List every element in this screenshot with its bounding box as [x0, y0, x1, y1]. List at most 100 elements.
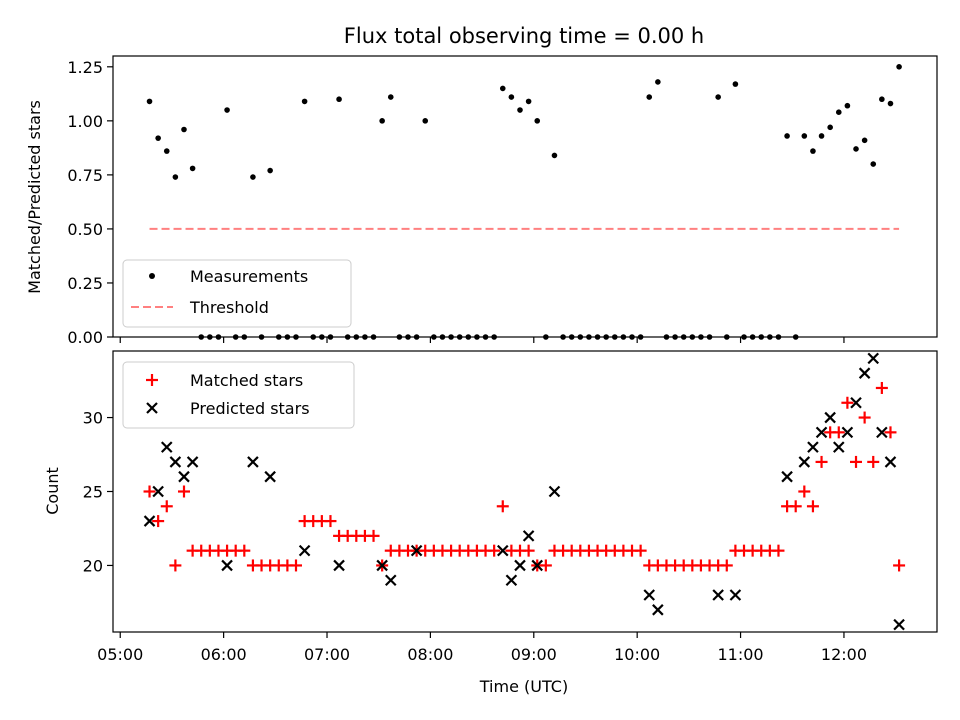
- matched-star-point: [177, 485, 190, 498]
- top-x-ticks: [119, 337, 845, 343]
- measurement-point: [146, 98, 153, 105]
- measurement-point: [861, 137, 868, 144]
- measurement-point: [172, 174, 179, 180]
- x-tick-label: 06:00: [201, 645, 247, 664]
- matched-star-point: [160, 500, 173, 513]
- measurement-point: [387, 94, 394, 100]
- bottom-y-axis-label: Count: [43, 467, 62, 515]
- predicted-star-point: [522, 530, 535, 542]
- predicted-star-point: [841, 426, 854, 439]
- predicted-star-point: [186, 456, 199, 468]
- matched-star-point: [324, 515, 337, 528]
- measurement-point: [525, 98, 532, 105]
- measurement-point: [336, 96, 342, 103]
- measurement-point: [250, 174, 256, 180]
- predicted-star-point: [884, 456, 897, 468]
- predicted-star-point: [824, 411, 836, 424]
- predicted-star-point: [548, 485, 561, 498]
- x-tick-label: 11:00: [718, 645, 764, 664]
- matched-star-point: [772, 544, 785, 557]
- measurement-point: [379, 118, 385, 124]
- predicted-star-point: [729, 589, 742, 601]
- measurement-point: [189, 165, 196, 172]
- predicted-star-point: [152, 485, 164, 498]
- measurement-point: [870, 161, 877, 167]
- matched-star-point: [539, 559, 552, 572]
- bottom-panel: 20 25 30 05:00 06:00 07:00 08:00 09:00 10:00 11:…: [43, 350, 938, 664]
- legend-matched-marker: [146, 374, 158, 386]
- matched-star-point: [720, 559, 733, 572]
- predicted-star-point: [143, 515, 156, 527]
- legend-predicted-marker: [146, 402, 158, 414]
- matched-star-point: [143, 485, 156, 498]
- predicted-star-point: [505, 574, 518, 587]
- x-tick-label: 08:00: [407, 645, 453, 664]
- measurement-point: [818, 133, 825, 139]
- y-tick-label: 0.25: [67, 274, 103, 293]
- top-y-axis-label: Matched/Predicted stars: [25, 100, 44, 294]
- y-tick-label: 1.25: [67, 58, 103, 77]
- measurement-point: [646, 94, 653, 100]
- predicted-star-point: [496, 544, 509, 557]
- matched-star-point: [875, 381, 888, 394]
- x-axis-label: Time (UTC): [479, 677, 568, 696]
- predicted-star-point: [160, 441, 173, 453]
- y-tick-label: 0.75: [67, 166, 103, 185]
- matched-star-point: [169, 559, 182, 572]
- x-tick-label: 09:00: [511, 645, 557, 664]
- measurement-point: [499, 85, 506, 92]
- bottom-y-ticks: 20 25 30: [83, 409, 113, 575]
- matched-star-point: [867, 455, 880, 468]
- measurement-point: [267, 167, 273, 174]
- measurement-point: [715, 94, 721, 100]
- predicted-star-point: [247, 456, 259, 468]
- measurement-point: [835, 109, 842, 115]
- matched-star-point: [634, 544, 647, 557]
- top-axes-frame: [112, 55, 938, 338]
- x-tick-label: 12:00: [821, 645, 867, 664]
- x-tick-label: 05:00: [97, 645, 143, 664]
- y-tick-label: 20: [83, 556, 103, 575]
- legend-matched-label: Matched stars: [190, 371, 303, 390]
- measurement-point: [155, 135, 161, 141]
- measurement-point: [655, 79, 661, 85]
- predicted-star-point: [514, 559, 526, 572]
- predicted-star-point: [221, 559, 233, 572]
- measurement-point: [784, 133, 790, 139]
- measurement-point: [163, 148, 170, 154]
- measurement-point: [551, 152, 558, 159]
- matched-star-point: [884, 426, 897, 439]
- matched-star-point: [238, 544, 251, 557]
- measurement-point: [896, 64, 902, 70]
- matched-star-point: [893, 559, 906, 572]
- predicted-star-point: [531, 559, 544, 572]
- matched-star-point: [152, 515, 165, 528]
- measurement-point: [879, 96, 885, 103]
- matched-star-point: [841, 396, 854, 409]
- top-legend-box: [122, 259, 352, 328]
- bottom-legend-box: [122, 361, 355, 429]
- measurement-point: [517, 107, 523, 113]
- matched-star-point: [806, 500, 819, 513]
- measurement-point: [301, 98, 308, 105]
- predicted-star-point: [169, 456, 182, 468]
- matched-star-point: [832, 426, 845, 439]
- y-tick-label: 30: [83, 409, 103, 428]
- legend-predicted-label: Predicted stars: [190, 399, 310, 418]
- y-tick-label: 1.00: [67, 112, 103, 131]
- y-tick-label: 0.50: [67, 220, 103, 239]
- legend-measurements-marker: [149, 273, 155, 279]
- matched-star-point: [367, 529, 380, 542]
- legend-threshold-label: Threshold: [189, 298, 269, 317]
- matched-star-point: [488, 544, 501, 557]
- matched-star-point: [815, 455, 828, 468]
- predicted-star-point: [876, 426, 888, 439]
- predicted-star-point: [712, 589, 724, 601]
- predicted-star-point: [178, 470, 190, 483]
- bottom-x-ticks: 05:00 06:00 07:00 08:00 09:00 10:00 11:00 12:00: [97, 632, 867, 664]
- predicted-star-point: [833, 441, 845, 453]
- matched-star-point: [522, 544, 535, 557]
- bottom-legend: Matched stars Predicted stars: [122, 361, 355, 429]
- measurement-point: [508, 94, 515, 100]
- predicted-star-point: [858, 367, 871, 379]
